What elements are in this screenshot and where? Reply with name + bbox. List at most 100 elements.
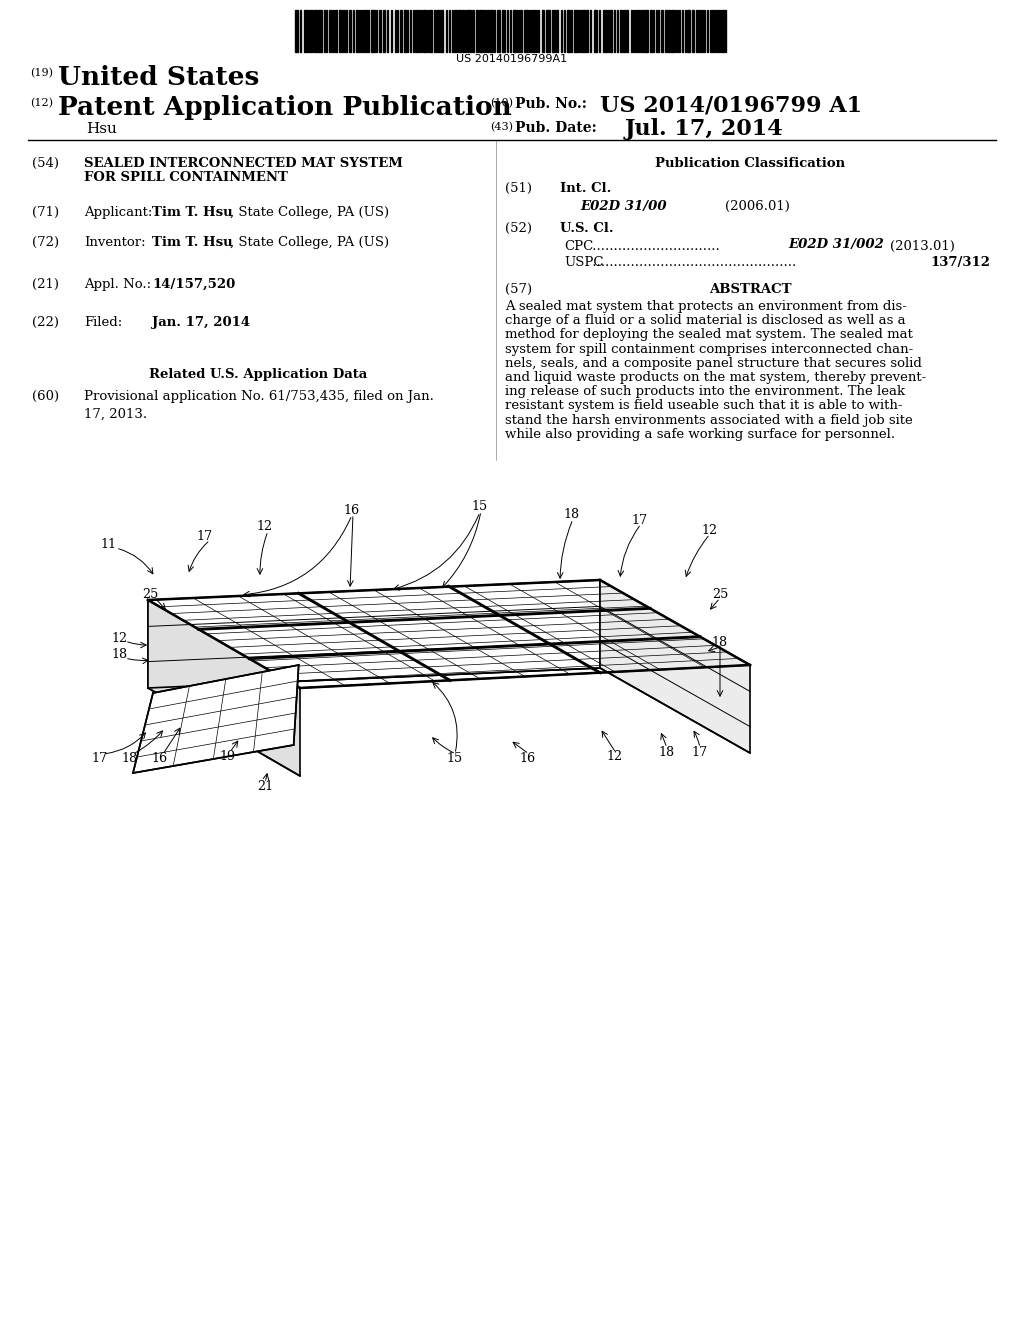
Bar bbox=[712, 11, 714, 51]
Text: (51): (51) bbox=[505, 182, 532, 195]
Text: system for spill containment comprises interconnected chan-: system for spill containment comprises i… bbox=[505, 343, 913, 355]
Text: ing release of such products into the environment. The leak: ing release of such products into the en… bbox=[505, 385, 905, 399]
Bar bbox=[692, 11, 694, 51]
Text: (54): (54) bbox=[32, 157, 59, 170]
Text: 25: 25 bbox=[141, 589, 158, 602]
Text: (71): (71) bbox=[32, 206, 59, 219]
Text: 14/157,520: 14/157,520 bbox=[152, 279, 236, 290]
Text: (52): (52) bbox=[505, 222, 532, 235]
Bar bbox=[574, 11, 578, 51]
Text: United States: United States bbox=[58, 65, 259, 90]
Bar bbox=[400, 11, 402, 51]
Text: , State College, PA (US): , State College, PA (US) bbox=[230, 236, 389, 249]
Bar bbox=[490, 11, 493, 51]
Text: Tim T. Hsu: Tim T. Hsu bbox=[152, 236, 232, 249]
Bar bbox=[379, 11, 381, 51]
Bar bbox=[318, 11, 322, 51]
Text: (2006.01): (2006.01) bbox=[725, 201, 790, 213]
Bar bbox=[623, 11, 625, 51]
Bar bbox=[552, 11, 555, 51]
Text: 18: 18 bbox=[564, 508, 580, 521]
Text: US 2014/0196799 A1: US 2014/0196799 A1 bbox=[600, 95, 862, 117]
Text: (43): (43) bbox=[490, 121, 513, 132]
Text: Pub. No.:: Pub. No.: bbox=[515, 96, 587, 111]
Text: Inventor:: Inventor: bbox=[84, 236, 145, 249]
Text: (12): (12) bbox=[30, 98, 53, 108]
Text: 17: 17 bbox=[692, 746, 708, 759]
Bar bbox=[637, 11, 639, 51]
Bar bbox=[418, 11, 420, 51]
Bar bbox=[437, 11, 439, 51]
Text: Provisional application No. 61/753,435, filed on Jan.
17, 2013.: Provisional application No. 61/753,435, … bbox=[84, 389, 434, 421]
Bar bbox=[295, 11, 298, 51]
Polygon shape bbox=[133, 665, 299, 774]
Bar bbox=[668, 11, 670, 51]
Bar bbox=[339, 11, 341, 51]
Polygon shape bbox=[148, 579, 600, 688]
Text: Pub. Date:: Pub. Date: bbox=[515, 121, 597, 135]
Text: 21: 21 bbox=[257, 780, 273, 793]
Text: USPC: USPC bbox=[564, 256, 603, 269]
Bar bbox=[717, 11, 719, 51]
Text: (19): (19) bbox=[30, 69, 53, 78]
Text: 12: 12 bbox=[701, 524, 718, 536]
Bar bbox=[356, 11, 358, 51]
Text: Appl. No.:: Appl. No.: bbox=[84, 279, 152, 290]
Text: FOR SPILL CONTAINMENT: FOR SPILL CONTAINMENT bbox=[84, 172, 288, 183]
Text: , State College, PA (US): , State College, PA (US) bbox=[230, 206, 389, 219]
Bar bbox=[546, 11, 550, 51]
Text: 11: 11 bbox=[100, 539, 116, 552]
Text: CPC: CPC bbox=[564, 240, 593, 253]
Text: nels, seals, and a composite panel structure that secures solid: nels, seals, and a composite panel struc… bbox=[505, 356, 922, 370]
Text: 25: 25 bbox=[712, 589, 728, 602]
Bar bbox=[479, 11, 483, 51]
Bar bbox=[582, 11, 585, 51]
Text: 137/312: 137/312 bbox=[930, 256, 990, 269]
Text: A sealed mat system that protects an environment from dis-: A sealed mat system that protects an env… bbox=[505, 300, 907, 313]
Text: 12: 12 bbox=[112, 631, 128, 644]
Text: 16: 16 bbox=[344, 503, 360, 516]
Bar bbox=[472, 11, 474, 51]
Bar bbox=[487, 11, 489, 51]
Text: charge of a fluid or a solid material is disclosed as well as a: charge of a fluid or a solid material is… bbox=[505, 314, 905, 327]
Bar bbox=[484, 11, 486, 51]
Bar bbox=[687, 11, 690, 51]
Bar bbox=[314, 11, 317, 51]
Text: (10): (10) bbox=[490, 98, 513, 108]
Bar bbox=[620, 11, 622, 51]
Text: Int. Cl.: Int. Cl. bbox=[560, 182, 611, 195]
Text: (60): (60) bbox=[32, 389, 59, 403]
Bar bbox=[304, 11, 308, 51]
Bar bbox=[594, 11, 597, 51]
Bar bbox=[605, 11, 607, 51]
Bar bbox=[650, 11, 652, 51]
Text: 17: 17 bbox=[92, 751, 109, 764]
Text: (21): (21) bbox=[32, 279, 59, 290]
Text: 16: 16 bbox=[152, 751, 168, 764]
Bar bbox=[645, 11, 648, 51]
Text: Patent Application Publication: Patent Application Publication bbox=[58, 95, 512, 120]
Bar bbox=[429, 11, 432, 51]
Bar bbox=[440, 11, 443, 51]
Text: (57): (57) bbox=[505, 282, 532, 296]
Bar bbox=[309, 11, 311, 51]
Bar bbox=[696, 11, 698, 51]
Text: Jul. 17, 2014: Jul. 17, 2014 bbox=[625, 117, 783, 140]
Text: E02D 31/002: E02D 31/002 bbox=[788, 238, 884, 251]
Text: 17: 17 bbox=[197, 531, 213, 544]
Bar bbox=[454, 11, 457, 51]
Text: ................................................: ........................................… bbox=[588, 256, 797, 269]
Bar bbox=[626, 11, 628, 51]
Polygon shape bbox=[148, 601, 300, 776]
Text: Related U.S. Application Data: Related U.S. Application Data bbox=[148, 368, 368, 381]
Bar bbox=[662, 11, 663, 51]
Text: Filed:: Filed: bbox=[84, 315, 122, 329]
Text: 19: 19 bbox=[220, 750, 237, 763]
Text: 12: 12 bbox=[257, 520, 273, 533]
Bar bbox=[699, 11, 701, 51]
Bar bbox=[610, 11, 612, 51]
Text: 18: 18 bbox=[658, 746, 675, 759]
Bar bbox=[722, 11, 724, 51]
Bar bbox=[502, 11, 505, 51]
Text: Publication Classification: Publication Classification bbox=[655, 157, 845, 170]
